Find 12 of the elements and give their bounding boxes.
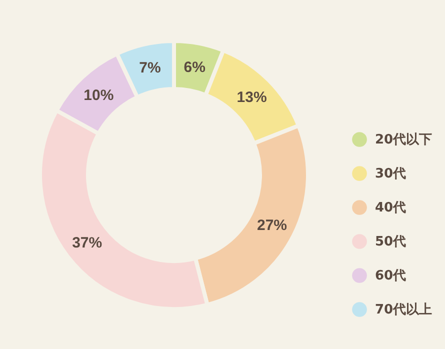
- legend-label: 60代: [375, 268, 406, 284]
- data-label: 27%: [256, 216, 288, 234]
- legend-label: 50代: [375, 234, 406, 250]
- data-label: 6%: [184, 58, 206, 76]
- data-label: 13%: [236, 89, 267, 106]
- legend-label: 40代: [375, 200, 406, 216]
- legend-label: 70代以上: [375, 302, 432, 318]
- data-label: 10%: [84, 86, 114, 104]
- data-label: 7%: [139, 60, 161, 77]
- legend-label: 20代以下: [375, 132, 432, 148]
- data-label: 37%: [72, 234, 102, 252]
- legend-label: 30代: [375, 166, 406, 182]
